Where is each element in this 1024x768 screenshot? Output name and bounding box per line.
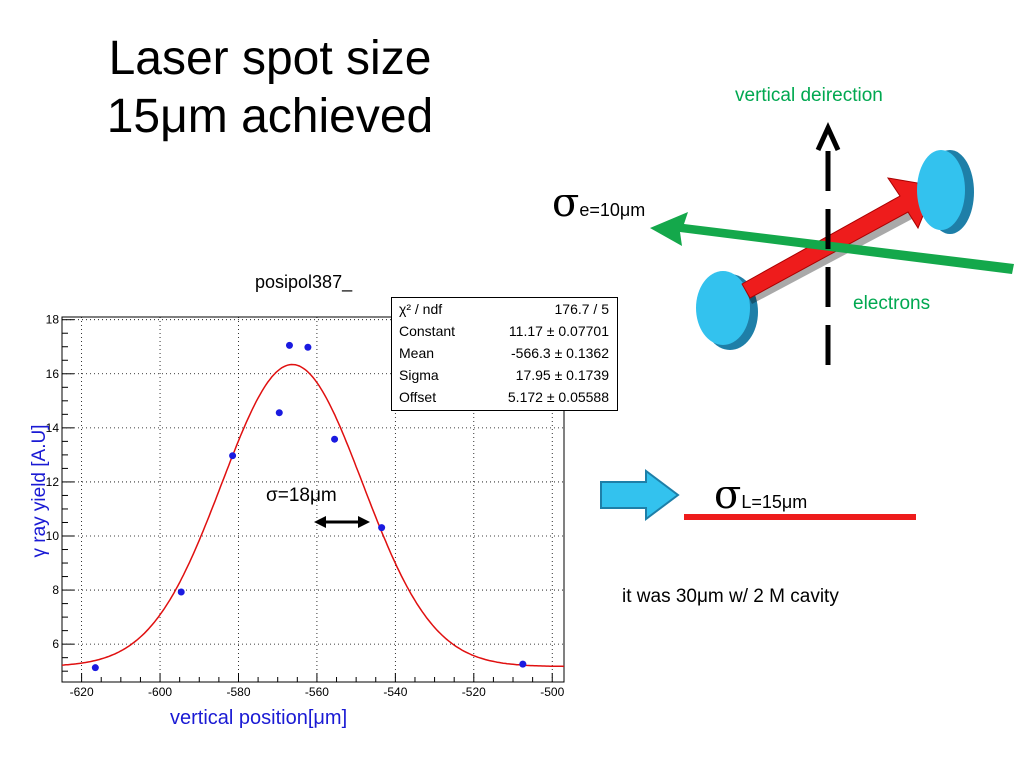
plot-title: posipol387_: [255, 272, 353, 292]
stats-key: Sigma: [399, 367, 439, 383]
data-point: [285, 341, 293, 349]
vertical-arrowhead: [815, 121, 841, 152]
data-point: [177, 588, 185, 596]
sigma-subscript: e=10μm: [579, 200, 646, 220]
title-line-1: Laser spot size: [108, 32, 432, 85]
x-tick-label: -540: [383, 685, 407, 699]
left-mirror: [696, 271, 758, 350]
y-tick-label: 10: [46, 529, 60, 543]
x-tick-label: -580: [226, 685, 250, 699]
y-tick-label: 6: [52, 637, 59, 651]
x-tick-label: -500: [540, 685, 564, 699]
vertical-direction-arrow: [815, 121, 841, 365]
sigma-symbol: σ: [552, 180, 580, 226]
right-arrow-icon: [600, 469, 680, 521]
data-point: [229, 452, 237, 460]
side-arrow-shape: [600, 469, 680, 521]
stats-row: Offset 5.172 ± 0.05588: [392, 386, 617, 408]
red-bar: [684, 514, 916, 520]
title-line-2: 15μm achieved: [106, 90, 434, 143]
sigma-symbol: σ: [714, 472, 742, 518]
data-point: [275, 409, 283, 417]
right-mirror: [917, 150, 974, 234]
electrons-label: electrons: [853, 293, 931, 314]
electron-beam-arrow: [650, 212, 1014, 274]
data-point: [519, 660, 527, 668]
data-point: [331, 435, 339, 443]
stats-row: χ² / ndf 176.7 / 5: [392, 298, 617, 320]
stats-value: 11.17 ± 0.07701: [508, 323, 609, 339]
sigma-subscript: L=15μm: [741, 492, 808, 512]
sigma-laser-label: σL=15μm: [714, 472, 807, 518]
sigma-electron-label: σe=10μm: [552, 180, 645, 226]
mirror-face: [696, 271, 750, 345]
x-axis-label: vertical position[μm]: [170, 707, 348, 729]
x-tick-label: -560: [305, 685, 329, 699]
data-point: [378, 524, 386, 532]
y-tick-label: 16: [46, 367, 60, 381]
y-tick-label: 8: [52, 583, 59, 597]
electron-arrow-body: [650, 212, 1014, 274]
data-point: [304, 343, 312, 351]
x-tick-label: -600: [148, 685, 172, 699]
x-tick-label: -520: [462, 685, 486, 699]
y-tick-label: 18: [46, 313, 60, 327]
stats-row: Constant 11.17 ± 0.07701: [392, 320, 617, 342]
stats-row: Sigma 17.95 ± 0.1739: [392, 364, 617, 386]
laser-width-line: [684, 514, 916, 520]
stats-value: 5.172 ± 0.05588: [507, 389, 609, 405]
data-point: [91, 664, 99, 672]
arrowhead-right: [358, 516, 370, 528]
stats-value: 17.95 ± 0.1739: [515, 367, 609, 383]
stats-value: 176.7 / 5: [554, 301, 610, 317]
y-tick-label: 12: [46, 475, 60, 489]
vertical-direction-label: vertical deirection: [735, 85, 883, 106]
stats-value: -566.3 ± 0.1362: [511, 345, 609, 361]
beam-crossing-diagram: [650, 121, 1014, 365]
y-tick-label: 14: [46, 421, 60, 435]
stats-key: Mean: [399, 345, 435, 361]
y-axis-label: γ ray yield [A.U]: [29, 424, 50, 558]
gaussian-fit-curve: [61, 363, 565, 668]
arrowhead-left: [314, 516, 326, 528]
x-tick-label: -620: [70, 685, 94, 699]
previous-result-note: it was 30μm w/ 2 M cavity: [622, 586, 839, 607]
mirror-face: [917, 150, 965, 230]
stats-key: Offset: [399, 389, 437, 405]
stats-key: χ² / ndf: [399, 301, 443, 317]
fit-stats-box: χ² / ndf 176.7 / 5 Constant 11.17 ± 0.0770…: [391, 297, 618, 411]
stats-key: Constant: [399, 323, 456, 339]
sigma-annotation: σ=18μm: [266, 485, 337, 506]
slide-title: Laser spot size 15μm achieved: [40, 30, 500, 146]
stats-row: Mean -566.3 ± 0.1362: [392, 342, 617, 364]
